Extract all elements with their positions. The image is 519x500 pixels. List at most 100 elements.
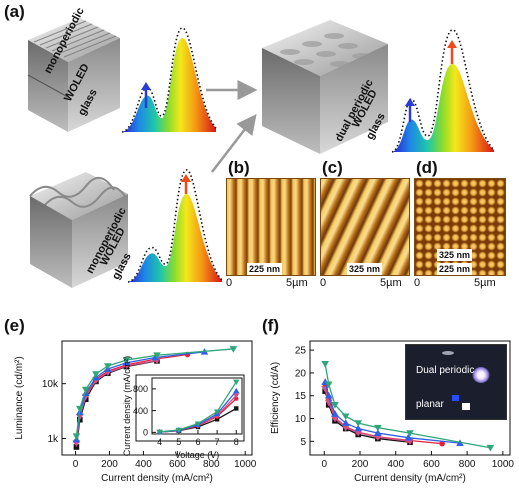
lum-x-tick-label: 200 <box>101 459 118 470</box>
inset-x-tick-label: 5 <box>176 437 181 447</box>
eff-data-point <box>374 434 382 442</box>
eff-data-point <box>331 402 339 409</box>
inset-y-axis-label: Current density (mA/cm²) <box>122 356 132 457</box>
lum-x-tick-label: 800 <box>203 459 220 470</box>
efficiency-chart: 0 200 400 600 800 1000 5 10 15 20 25 Current densit… <box>270 340 514 484</box>
afm-d-scale-1: 325 nm <box>437 249 473 261</box>
inset-y-tick-label: 0 <box>143 428 148 438</box>
eff-x-tick-label: 0 <box>322 459 328 470</box>
afm-d-scale-2: 225 nm <box>437 263 473 275</box>
lum-data-point <box>122 357 131 364</box>
eff-data-point <box>486 444 495 452</box>
eff-data-point <box>354 424 363 432</box>
eff-data-point <box>331 410 339 417</box>
afm-image-c: 325 nm <box>320 178 410 276</box>
lum-data-point <box>92 371 100 378</box>
inset-x-tick-label: 8 <box>234 437 239 447</box>
luminance-chart: 0 200 400 600 800 1000 1k 10k Current density (m… <box>14 340 257 484</box>
eff-data-point <box>374 424 382 432</box>
panel-label-a: (a) <box>4 2 25 21</box>
afm-d-axis-start: 0 <box>414 277 421 289</box>
eff-y-tick-label: 15 <box>295 391 307 402</box>
eff-series-line <box>324 363 491 449</box>
inset-data-point <box>214 417 220 422</box>
lum-x-tick-label: 400 <box>135 459 152 470</box>
eff-x-tick-label: 400 <box>387 459 404 470</box>
lum-y-tick-label: 10k <box>42 379 59 390</box>
afm-c-axis-start: 0 <box>320 277 327 289</box>
panel-label-e: (e) <box>4 316 25 335</box>
lum-x-tick-label: 600 <box>169 459 186 470</box>
inset-x-tick-label: 7 <box>215 437 220 447</box>
lum-x-tick-label: 0 <box>73 459 79 470</box>
inset-series-4 <box>156 379 240 436</box>
eff-data-point <box>341 424 350 432</box>
lum-x-tick-label: 1000 <box>234 459 257 470</box>
eff-data-point <box>406 430 414 437</box>
eff-series-4 <box>321 361 495 452</box>
lum-x-axis-label: Current density (mA/cm²) <box>101 473 213 484</box>
schematic-arrows <box>206 80 258 173</box>
device-schematic <box>27 18 495 288</box>
lum-series-line <box>75 348 234 437</box>
panel-label-f: (f) <box>262 316 279 335</box>
lum-y-axis-label: Luminance (cd/m²) <box>14 356 25 439</box>
spectrum-3 <box>127 169 223 283</box>
panel-label-c: (c) <box>322 158 343 177</box>
eff-y-tick-label: 10 <box>295 414 307 425</box>
lum-axes-frame <box>61 340 253 456</box>
eff-data-point <box>354 429 363 437</box>
eff-data-point <box>374 429 382 436</box>
eff-data-point <box>324 391 333 399</box>
device-photo: Dual periodic planar <box>405 344 507 420</box>
eff-y-tick-label: 20 <box>295 368 307 379</box>
inset-data-point <box>156 429 163 436</box>
afm-b-scale: 225 nm <box>247 263 283 275</box>
eff-series-line <box>324 381 461 444</box>
eff-data-point <box>331 415 339 423</box>
photo-label-planar: planar <box>416 399 444 410</box>
cube-monoperiodic-2 <box>29 172 128 288</box>
eff-x-tick-label: 200 <box>352 459 369 470</box>
afm-c-axis-end: 5µm <box>380 277 402 289</box>
luminance-inset: 4 5 6 7 8 0 400 800 Voltage (V) Current density (… <box>122 356 245 460</box>
spectrum-1 <box>121 27 217 133</box>
photo-label-dual: Dual periodic <box>416 365 475 376</box>
lum-data-point <box>76 405 84 413</box>
eff-x-axis-label: Current density (mA/cm²) <box>354 473 466 484</box>
inset-data-point <box>233 393 240 399</box>
inset-data-point <box>194 421 202 427</box>
eff-y-tick-label: 25 <box>295 346 307 357</box>
inset-x-axis-label: Voltage (V) <box>175 450 220 460</box>
lum-y-tick-label: 1k <box>47 434 59 445</box>
inset-data-point <box>234 406 239 411</box>
eff-data-point <box>439 440 445 447</box>
lum-series-4 <box>72 346 238 441</box>
eff-data-point <box>341 419 350 426</box>
inset-data-point <box>234 396 239 401</box>
eff-data-point <box>341 413 350 421</box>
planar-pixel <box>462 403 470 410</box>
afm-c-scale: 325 nm <box>347 263 383 275</box>
afm-image-b: 225 nm <box>226 178 316 276</box>
spectrum-2 <box>391 29 495 153</box>
eff-x-tick-label: 800 <box>459 459 476 470</box>
eff-axes-frame <box>309 340 511 456</box>
inset-data-point <box>213 409 221 415</box>
inset-y-tick-label: 400 <box>133 406 148 416</box>
panel-label-d: (d) <box>416 158 438 177</box>
inset-y-tick-label: 800 <box>133 384 148 394</box>
afm-image-d: 325 nm 225 nm <box>414 178 506 276</box>
inset-data-point <box>233 379 240 386</box>
panel-label-b: (b) <box>228 158 250 177</box>
lum-data-point <box>104 363 112 370</box>
afm-d-axis-end: 5µm <box>474 277 496 289</box>
afm-b-axis-end: 5µm <box>286 277 308 289</box>
eff-y-tick-label: 5 <box>300 437 306 448</box>
afm-b-axis-start: 0 <box>226 277 233 289</box>
inset-data-point <box>175 427 183 434</box>
cube-monoperiodic-1 <box>27 18 120 132</box>
eff-y-axis-label: Efficiency (cd/A) <box>270 362 281 434</box>
cube-dual-periodic <box>262 20 388 154</box>
lum-data-point <box>81 386 90 394</box>
